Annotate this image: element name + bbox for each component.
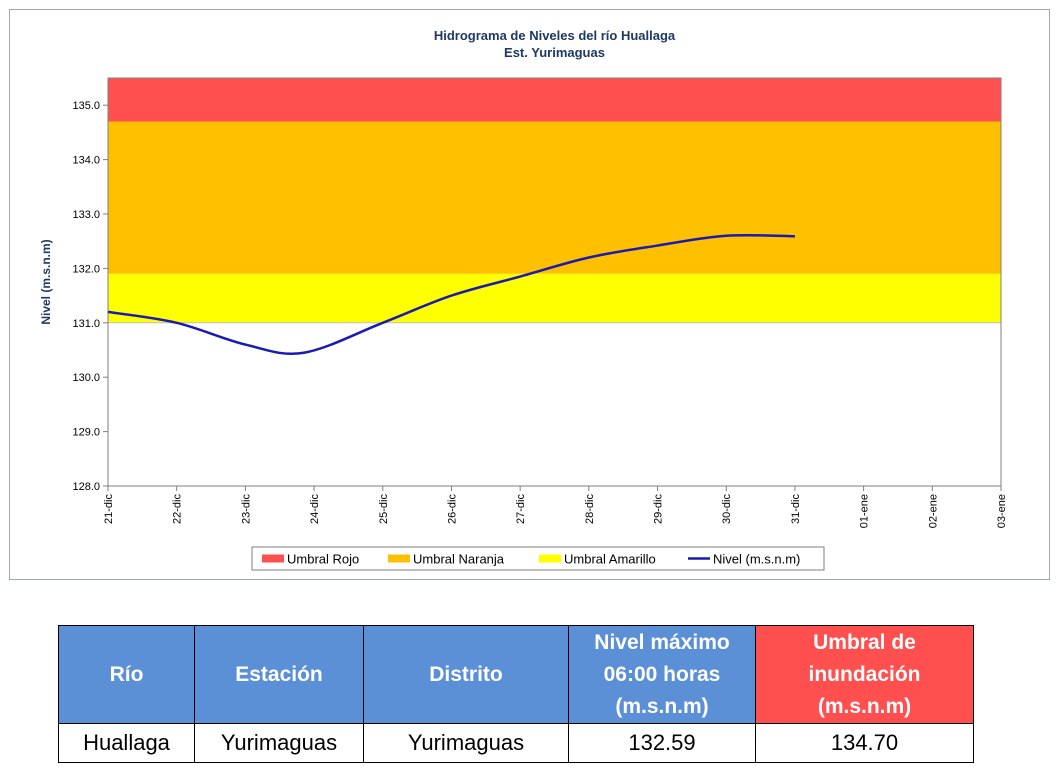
x-tick-label: 28-dic: [584, 494, 596, 524]
header-rio: Río: [58, 625, 195, 724]
y-tick-label: 133.0: [72, 209, 100, 221]
threshold-bands: [108, 78, 1001, 324]
cell-rio: Huallaga: [58, 723, 195, 763]
y-tick-label: 132.0: [72, 263, 100, 275]
hydrograph-chart: Hidrograma de Niveles del río Huallaga E…: [39, 28, 1008, 571]
header-umbral-line-2: inundación: [808, 662, 921, 686]
y-axis: 128.0 129.0 130.0 131.0 132.0 133.0 134.0 135.0: [72, 100, 108, 493]
x-tick-label: 21-dic: [103, 494, 115, 524]
legend: Umbral Rojo Umbral Naranja Umbral Amarillo…: [251, 546, 825, 571]
legend-entry: Umbral Rojo: [287, 552, 359, 567]
header-umbral-inundacion: Umbral de inundación (m.s.n.m): [755, 625, 974, 724]
x-tick-label: 30-dic: [721, 494, 733, 524]
cell-estacion: Yurimaguas: [194, 723, 364, 763]
legend-swatch: [262, 554, 284, 563]
x-tick-label: 23-dic: [240, 494, 252, 524]
x-tick-label: 25-dic: [378, 494, 390, 524]
chart-panel: Hidrograma de Niveles del río Huallaga E…: [9, 9, 1050, 580]
x-tick-label: 02-ene: [927, 494, 939, 528]
legend-swatch: [539, 554, 561, 563]
y-axis-label: Nivel (m.s.n.m): [39, 239, 53, 324]
chart-title: Hidrograma de Niveles del río Huallaga: [434, 28, 676, 43]
chart-subtitle: Est. Yurimaguas: [504, 45, 605, 60]
header-umbral-line-1: Umbral de: [813, 630, 916, 654]
level-series-line: [107, 233, 795, 355]
header-umbral-line-3: (m.s.n.m): [817, 694, 912, 718]
header-distrito: Distrito: [363, 625, 569, 724]
y-tick-label: 130.0: [72, 372, 100, 384]
table-header-row: Río Estación Distrito Nivel máximo 06:00…: [58, 625, 974, 724]
cell-distrito: Yurimaguas: [363, 723, 569, 763]
y-tick-label: 129.0: [72, 427, 100, 439]
table-row: Huallaga Yurimaguas Yurimaguas 132.59 13…: [58, 723, 974, 763]
plot-area: [107, 77, 1002, 487]
header-estacion: Estación: [194, 625, 364, 724]
summary-table: Río Estación Distrito Nivel máximo 06:00…: [58, 625, 974, 763]
band-1: [108, 121, 1001, 274]
header-nivel-line-3: (m.s.n.m): [615, 694, 709, 718]
y-tick-label: 128.0: [72, 481, 100, 493]
band-2: [108, 273, 1001, 323]
header-nivel-line-1: Nivel máximo: [594, 630, 730, 654]
y-tick-label: 131.0: [72, 318, 100, 330]
x-axis: 21-dic 22-dic 23-dic 24-dic 25-dic 26-dic 27-d…: [103, 486, 1008, 528]
x-tick-label: 01-ene: [859, 494, 871, 528]
cell-umbral: 134.70: [755, 723, 974, 763]
x-tick-label: 29-dic: [653, 494, 665, 524]
legend-entry: Nivel (m.s.n.m): [713, 552, 800, 567]
x-tick-label: 22-dic: [172, 494, 184, 524]
x-tick-label: 26-dic: [446, 494, 458, 524]
legend-swatch: [388, 554, 410, 563]
x-tick-label: 27-dic: [515, 494, 527, 524]
header-nivel-line-2: 06:00 horas: [603, 662, 721, 686]
x-tick-label: 03-ene: [996, 494, 1008, 528]
x-tick-label: 24-dic: [309, 494, 321, 524]
band-0: [108, 78, 1001, 122]
legend-entry: Umbral Amarillo: [564, 552, 656, 567]
cell-nivel: 132.59: [568, 723, 756, 763]
x-tick-label: 31-dic: [790, 494, 802, 524]
legend-box: [251, 546, 825, 571]
legend-entry: Umbral Naranja: [413, 552, 505, 567]
y-tick-label: 135.0: [72, 100, 100, 112]
y-tick-label: 134.0: [72, 155, 100, 167]
header-nivel-maximo: Nivel máximo 06:00 horas (m.s.n.m): [568, 625, 756, 724]
